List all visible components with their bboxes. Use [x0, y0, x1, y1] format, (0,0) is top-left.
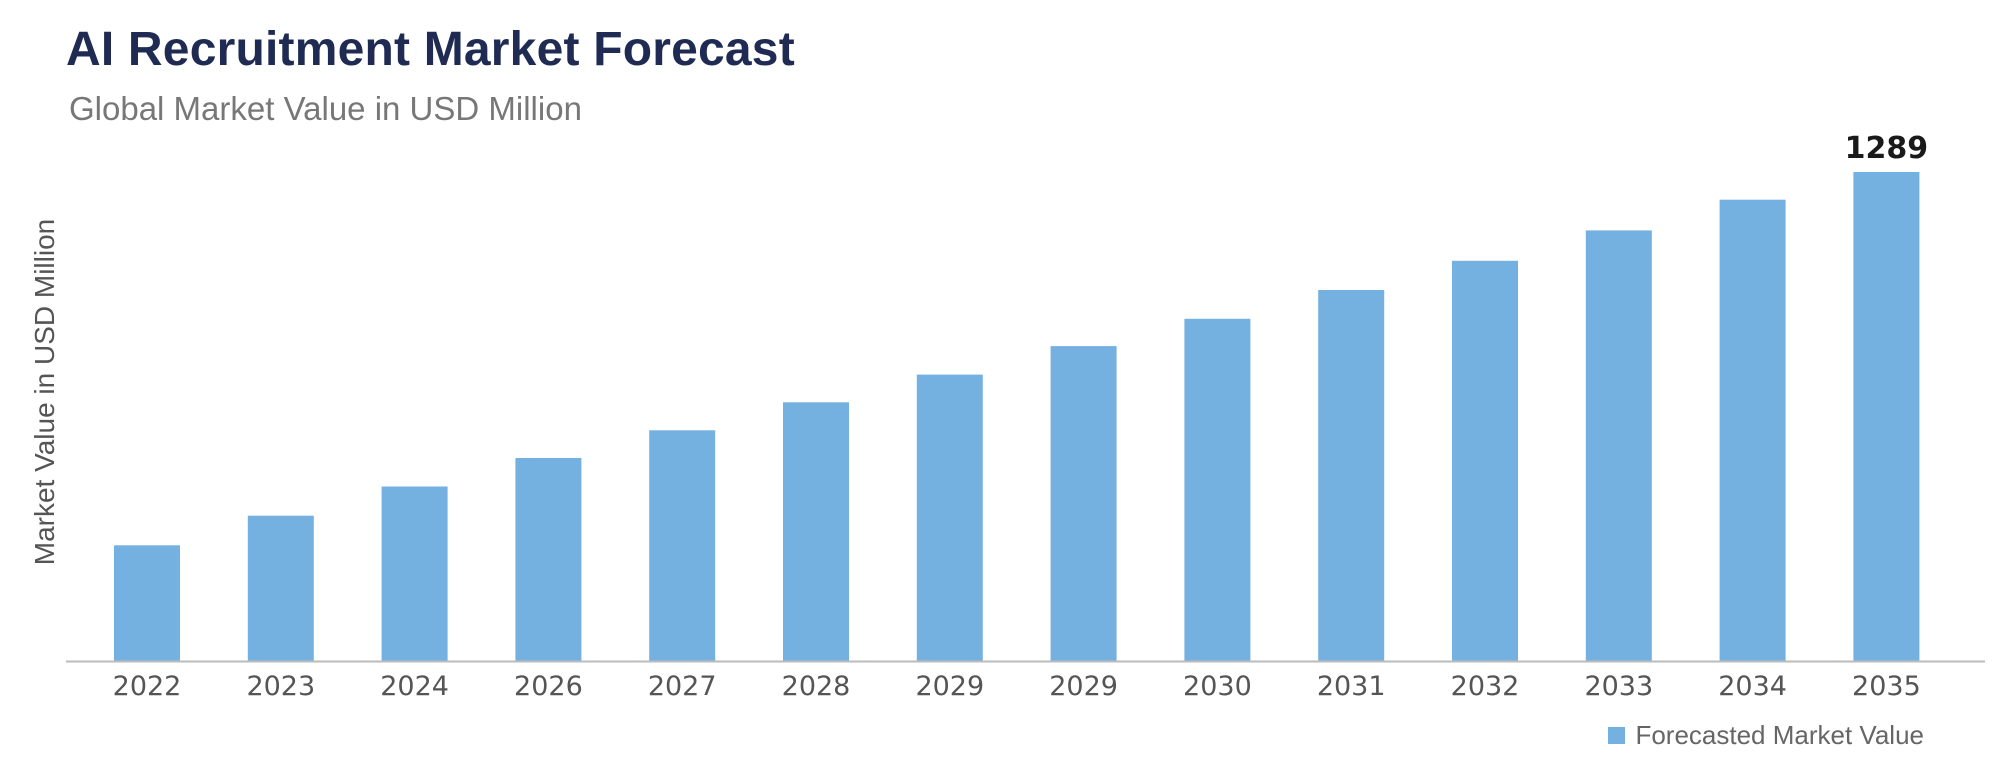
x-tick-label: 2026 — [514, 671, 583, 702]
x-tick-label: 2024 — [380, 671, 449, 702]
bar-2035 — [1853, 172, 1920, 661]
bar-2032 — [1452, 260, 1518, 661]
chart-subtitle: Global Market Value in USD Million — [69, 90, 582, 127]
x-tick-label: 2023 — [246, 671, 315, 702]
x-tick-label: 2035 — [1852, 671, 1921, 702]
legend: Forecasted Market Value — [1608, 720, 1924, 751]
x-tick-label: 2031 — [1317, 671, 1386, 702]
x-tick-labels: 2022 2023 2024 2026 2027 2028 2029 2029 2030 2031… — [113, 671, 1921, 702]
x-tick-label: 2028 — [782, 671, 851, 702]
bar-2026 — [515, 458, 582, 661]
bar-2031 — [1318, 290, 1385, 661]
x-tick-label: 2022 — [113, 671, 182, 702]
bar-2029 — [1050, 346, 1117, 661]
bar-2033 — [1585, 230, 1652, 661]
bar-2027 — [649, 430, 716, 661]
data-labels: 1289 — [1845, 131, 1929, 166]
x-tick-label: 2033 — [1584, 671, 1653, 702]
chart-title: AI Recruitment Market Forecast — [66, 23, 795, 76]
x-tick-label: 2029 — [1049, 671, 1118, 702]
bar-2034 — [1719, 199, 1786, 661]
bar-2030 — [1184, 318, 1251, 661]
bar-2023 — [247, 515, 314, 661]
x-tick-label: 2034 — [1718, 671, 1787, 702]
bars-group — [114, 172, 1920, 661]
bar-2022 — [114, 545, 180, 661]
x-tick-label: 2027 — [648, 671, 717, 702]
bar-2028 — [783, 402, 849, 661]
bar-2029 — [916, 374, 983, 661]
bar-2024 — [381, 486, 448, 661]
legend-swatch — [1608, 727, 1626, 744]
x-tick-label: 2032 — [1451, 671, 1520, 702]
x-tick-label: 2029 — [915, 671, 984, 702]
legend-label: Forecasted Market Value — [1635, 720, 1924, 750]
data-label-2035: 1289 — [1845, 131, 1929, 166]
x-tick-label: 2030 — [1183, 671, 1252, 702]
